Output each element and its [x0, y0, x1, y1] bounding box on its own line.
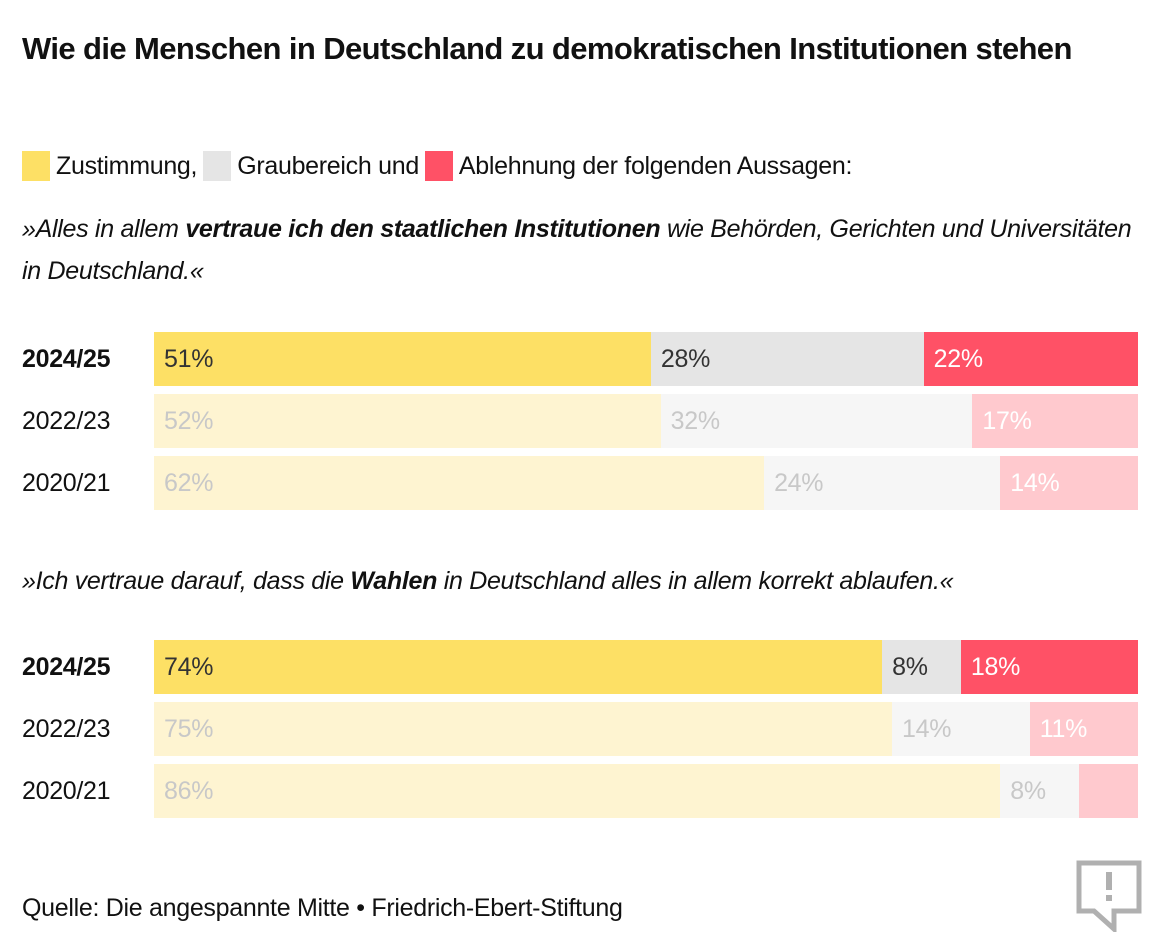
statement-part: »Ich vertraue darauf, dass die: [22, 567, 351, 595]
stacked-bar: 51% 28% 22%: [154, 332, 1138, 386]
data-label: 52%: [164, 407, 214, 435]
legend-swatch-graubereich: [203, 151, 232, 181]
data-label: 18%: [970, 653, 1021, 681]
segment-ablehnung: 17%: [972, 394, 1138, 448]
data-label: 22%: [933, 345, 983, 373]
chart-title: Wie die Menschen in Deutschland zu demok…: [22, 31, 1072, 66]
segment-zustimmung: 75%: [154, 702, 892, 756]
row-label: 2020/21: [22, 469, 111, 497]
stacked-bar: 52% 32% 17%: [154, 394, 1138, 448]
data-label: 11%: [1039, 715, 1088, 743]
segment-zustimmung: 52%: [154, 394, 661, 448]
statement-part-bold: vertraue ich den staatlichen Institution…: [185, 215, 661, 243]
segment-graubereich: 14%: [892, 702, 1030, 756]
segment-ablehnung: 22%: [923, 332, 1138, 386]
segment-zustimmung: 62%: [154, 456, 765, 510]
statement-part-bold: Wahlen: [350, 567, 438, 595]
legend-label-zustimmung: Zustimmung,: [56, 152, 198, 180]
segment-zustimmung: 86%: [154, 764, 1001, 818]
statement-wahlen: »Ich vertraue darauf, dass die Wahlen in…: [22, 560, 1142, 602]
legend-swatch-ablehnung: [424, 151, 453, 181]
legend-swatch-zustimmung: [22, 151, 50, 181]
data-label: 75%: [164, 715, 214, 743]
segment-ablehnung: 11%: [1029, 702, 1138, 756]
segment-zustimmung: 74%: [154, 640, 883, 694]
stacked-bar: 86% 8%: [154, 764, 1138, 818]
statement-part: »Alles in allem: [22, 215, 186, 243]
feedback-exclamation-icon[interactable]: [1076, 860, 1142, 932]
segment-zustimmung: 51%: [154, 332, 651, 386]
data-label: 24%: [774, 469, 824, 497]
statement-part: in Deutschland alles in allem korrekt ab…: [437, 567, 954, 595]
data-label: 86%: [164, 777, 214, 805]
row-label: 2022/23: [22, 715, 111, 743]
legend-label-ablehnung: Ablehnung der folgenden Aussagen:: [458, 152, 853, 180]
segment-ablehnung: 14%: [1000, 456, 1138, 510]
segment-ablehnung: [1078, 764, 1138, 818]
segment-ablehnung: 18%: [960, 640, 1138, 694]
row-label: 2020/21: [22, 777, 111, 805]
row-label: 2022/23: [22, 407, 111, 435]
data-label: 8%: [1010, 777, 1046, 805]
data-label: 14%: [902, 715, 952, 743]
data-label: 8%: [892, 653, 928, 681]
data-label: 14%: [1010, 469, 1060, 497]
data-label: 51%: [164, 345, 214, 373]
segment-graubereich: 8%: [1000, 764, 1079, 818]
source-note: Quelle: Die angespannte Mitte • Friedric…: [22, 894, 623, 922]
data-label: 28%: [660, 345, 710, 373]
data-label: 62%: [164, 469, 214, 497]
segment-graubereich: 24%: [764, 456, 1001, 510]
statement-institutionen: »Alles in allem vertraue ich den staatli…: [22, 208, 1142, 292]
statement-part: wie Behörden, Gerichten und Universitäte…: [22, 215, 1132, 285]
legend: Zustimmung, Graubereich und Ablehnung de…: [22, 148, 858, 184]
legend-label-graubereich: Graubereich und: [237, 152, 419, 180]
segment-graubereich: 28%: [650, 332, 924, 386]
data-label: 17%: [982, 407, 1032, 435]
segment-graubereich: 32%: [660, 394, 973, 448]
stacked-bar: 74% 8% 18%: [154, 640, 1138, 694]
row-label: 2024/25: [22, 653, 111, 681]
stacked-bar: 62% 24% 14%: [154, 456, 1138, 510]
data-label: 74%: [164, 653, 214, 681]
row-label: 2024/25: [22, 345, 111, 373]
stacked-bar: 75% 14% 11%: [154, 702, 1138, 756]
data-label: 32%: [670, 407, 720, 435]
segment-graubereich: 8%: [882, 640, 961, 694]
